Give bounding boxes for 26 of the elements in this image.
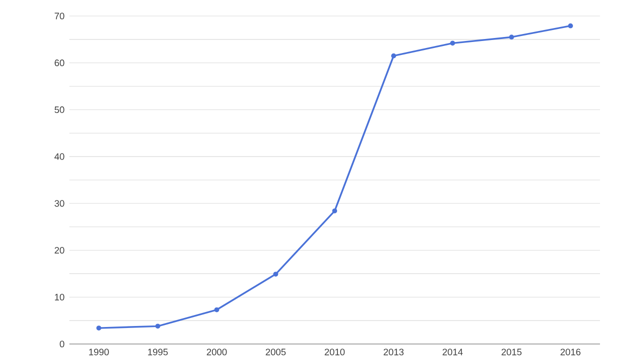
point (450, 40, 456, 46)
y-tick-label: 60 (54, 60, 64, 66)
y-tick-label: 0 (60, 340, 64, 348)
point (509, 34, 514, 40)
x-tick-label: 1995 (148, 348, 168, 356)
x-tick-label: 2010 (324, 348, 345, 356)
point (214, 307, 220, 312)
point (332, 208, 338, 214)
y-tick-label: 20 (54, 246, 64, 254)
y-tick-label: 40 (54, 153, 64, 160)
y-tick-label: 50 (54, 106, 64, 114)
point (273, 272, 278, 277)
y-tick-label: 30 (54, 200, 64, 207)
x-tick-label: 2015 (502, 348, 522, 356)
y-tick-label: 70 (54, 12, 64, 20)
x-tick-label: 2000 (206, 348, 227, 356)
y-tick-label: 10 (54, 294, 64, 300)
point (155, 324, 160, 329)
x-tick-label: 2013 (384, 348, 404, 356)
point (96, 326, 102, 331)
point (568, 23, 573, 28)
x-tick-label: 2014 (442, 348, 463, 356)
x-tick-label: 1990 (89, 348, 109, 356)
x-tick-label: 2016 (560, 348, 580, 356)
x-tick-label: 2005 (266, 348, 286, 356)
point (391, 53, 396, 58)
